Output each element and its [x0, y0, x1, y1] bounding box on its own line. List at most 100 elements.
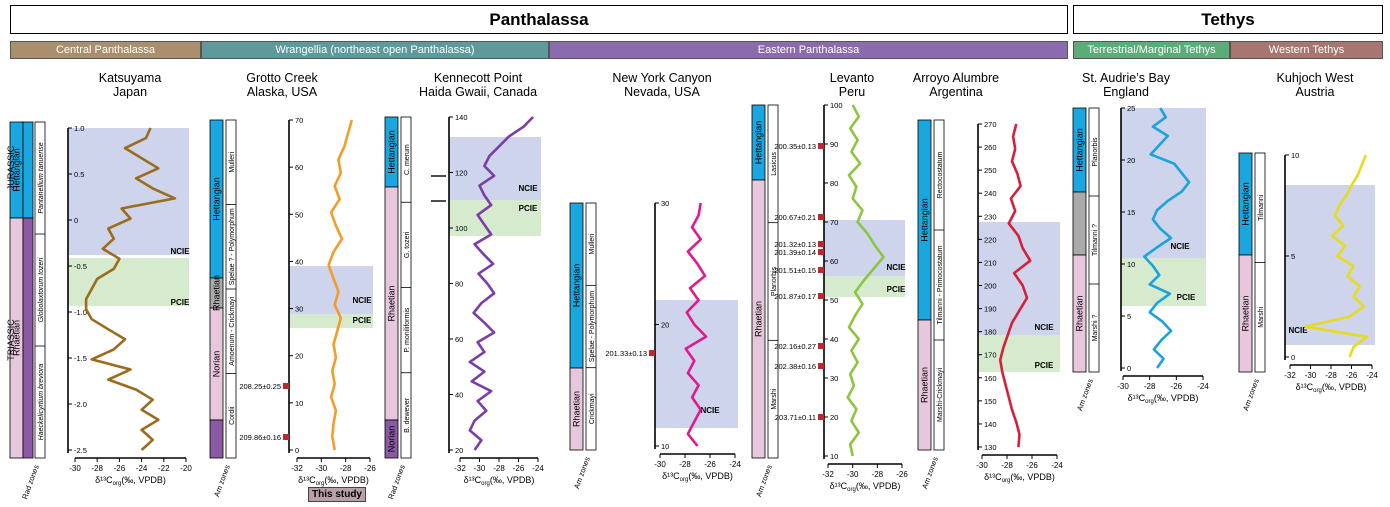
y-tick-label: 100 — [455, 224, 468, 233]
stage-label: Norian — [387, 426, 397, 453]
section-title: Kuhjoch West — [1277, 71, 1354, 85]
x-axis-title: δ¹³Corg(‰, VPDB) — [830, 481, 901, 493]
x-axis-title: δ¹³Corg(‰, VPDB) — [662, 471, 733, 483]
age-label: 202.16±0.27 — [774, 342, 816, 351]
x-tick-label: -26 — [513, 464, 525, 473]
pcie-band — [449, 200, 541, 236]
x-tick-label: -24 — [532, 464, 544, 473]
biozone-label: Spelae - Polymorphum — [589, 291, 596, 362]
age-label: 201.51±0.15 — [774, 266, 816, 275]
x-tick-label: -26 — [1346, 371, 1358, 380]
section-title: Haida Gwaii, Canada — [419, 85, 537, 99]
biozone-label: Tilmanni — [1258, 194, 1265, 221]
x-axis-title: δ¹³Corg(‰, VPDB) — [95, 475, 166, 487]
biozone-label: Marshi-Crickmayi — [937, 368, 944, 423]
x-tick-label: -26 — [1171, 382, 1183, 391]
age-marker — [818, 241, 824, 247]
x-axis-title: δ¹³Corg(‰, VPDB) — [298, 475, 369, 487]
stage-column-block — [751, 179, 766, 459]
biozone-label: Crickmayi — [589, 393, 596, 424]
age-marker — [283, 383, 289, 389]
y-tick-label: 270 — [984, 120, 997, 129]
x-tick-label: -32 — [454, 464, 466, 473]
biozone-label: P. moniliformis — [404, 307, 411, 352]
stage-label: Hettangian — [12, 148, 22, 192]
stage-label: Hettangian — [920, 198, 930, 242]
stage-label: Hettangian — [754, 121, 764, 165]
y-tick-label: 200 — [984, 282, 997, 291]
section-title: Arroyo Alumbre — [913, 71, 999, 85]
biozone-label: Pantanellium tanuense — [38, 142, 45, 213]
stage-column-block — [1072, 191, 1087, 256]
x-tick-label: -24 — [1197, 382, 1209, 391]
x-tick-label: -30 — [316, 464, 328, 473]
biozone-label: B. dewever — [404, 397, 411, 433]
y-tick-label: 30 — [661, 199, 669, 208]
section-title: Levanto — [830, 71, 875, 85]
biozone-label: Marshi — [771, 388, 778, 409]
stage-column-block — [384, 419, 399, 459]
ncie-band — [655, 300, 738, 428]
section-title: Grotto Creek — [246, 71, 318, 85]
event-label: PCIE — [171, 298, 190, 307]
event-label: NCIE — [1170, 242, 1190, 251]
section-title: Peru — [839, 85, 865, 99]
x-tick-label: -28 — [1325, 371, 1337, 380]
y-tick-label: 100 — [830, 101, 843, 110]
pcie-band — [978, 335, 1060, 372]
y-tick-label: 160 — [984, 374, 997, 383]
region-wrangellia: Wrangellia (northeast open Panthalassa) — [201, 41, 549, 59]
y-tick-label: 10 — [661, 442, 669, 451]
x-axis-title: δ¹³Corg(‰, VPDB) — [1296, 382, 1367, 394]
x-tick-label: -30 — [1117, 382, 1129, 391]
isotope-curve — [846, 104, 885, 457]
x-axis-title: δ¹³Corg(‰, VPDB) — [464, 475, 535, 487]
stage-label: Rhaetian — [754, 301, 764, 337]
y-tick-label: 40 — [830, 335, 838, 344]
y-tick-label: 25 — [1127, 104, 1135, 113]
x-tick-label: -26 — [364, 464, 376, 473]
biozone-label: Mulleri — [229, 152, 236, 173]
age-marker — [818, 143, 824, 149]
x-tick-label: -20 — [180, 464, 192, 473]
y-tick-label: 40 — [455, 391, 463, 400]
stage-label: Hettangian — [387, 130, 397, 174]
y-tick-label: 220 — [984, 235, 997, 244]
y-tick-label: 60 — [830, 257, 838, 266]
x-tick-label: -24 — [1366, 371, 1378, 380]
isotope-curve — [84, 127, 177, 451]
era-block-jurassic — [22, 121, 34, 219]
x-axis-title: δ¹³Corg(‰, VPDB) — [984, 472, 1055, 484]
region-terrestrial-tethys: Terrestrial/Marginal Tethys — [1073, 41, 1230, 59]
biozone-column — [933, 119, 945, 451]
age-marker — [818, 267, 824, 273]
event-label: PCIE — [1177, 293, 1196, 302]
x-tick-label: -30 — [1305, 371, 1317, 380]
section-title: England — [1103, 85, 1149, 99]
y-tick-label: -1.0 — [74, 308, 87, 317]
biozone-label: Planorbis — [771, 266, 778, 296]
y-tick-label: 70 — [830, 218, 838, 227]
age-label: 201.39±0.14 — [774, 248, 816, 257]
y-tick-label: 140 — [984, 420, 997, 429]
x-tick-label: -28 — [493, 464, 505, 473]
stage-column-block — [917, 319, 932, 451]
event-label: PCIE — [353, 316, 372, 325]
isotope-curve — [684, 202, 708, 447]
age-label: 201.32±0.13 — [774, 240, 816, 249]
age-marker — [283, 434, 289, 440]
zone-type-label: Am zones — [754, 463, 774, 498]
age-marker — [818, 363, 824, 369]
y-tick-label: 1.0 — [74, 124, 84, 133]
y-tick-label: 30 — [295, 305, 303, 314]
y-tick-label: 50 — [830, 296, 838, 305]
age-marker — [818, 249, 824, 255]
y-tick-label: 80 — [830, 179, 838, 188]
x-tick-label: -30 — [474, 464, 486, 473]
isotope-curve — [998, 123, 1032, 448]
age-marker — [818, 214, 824, 220]
biozone-label: Marshi ? — [1092, 314, 1099, 341]
biozone-label: Lasicus — [771, 151, 778, 175]
